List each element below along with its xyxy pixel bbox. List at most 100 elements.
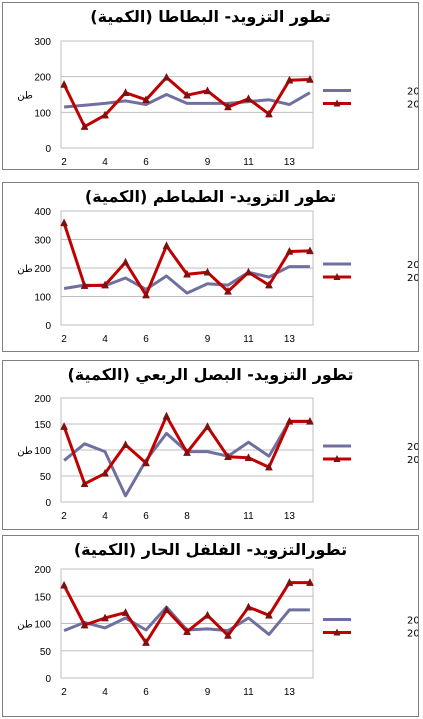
y-tick-label: 0 bbox=[45, 144, 51, 155]
data-point bbox=[142, 458, 150, 467]
x-tick-label: 4 bbox=[102, 157, 108, 168]
data-point bbox=[183, 90, 191, 99]
y-tick-label: 150 bbox=[34, 592, 51, 603]
data-point bbox=[306, 246, 314, 255]
legend-marker bbox=[333, 99, 341, 107]
data-point bbox=[162, 72, 171, 81]
data-point bbox=[183, 627, 191, 635]
data-point bbox=[183, 448, 191, 456]
data-point bbox=[101, 280, 109, 289]
chart-plot: 0 100 200 300 2 4 6 9 11 13 طن ماي 2017 ماي 2018 bbox=[17, 37, 418, 168]
x-tick-label: 6 bbox=[143, 687, 149, 698]
x-tick-label: 4 bbox=[102, 334, 108, 345]
x-tick-label: 4 bbox=[102, 511, 108, 522]
y-axis-label: طن bbox=[17, 264, 33, 275]
x-tick-label: 9 bbox=[205, 334, 211, 345]
chart-panel-onion: تطور التزويد- البصل الربعي (الكمية) 0 50 1… bbox=[2, 360, 419, 530]
y-tick-label: 400 bbox=[34, 207, 51, 218]
x-tick-label: 11 bbox=[243, 334, 254, 345]
data-point bbox=[265, 462, 273, 471]
x-tick-label: 13 bbox=[284, 157, 296, 168]
data-point bbox=[244, 453, 253, 462]
data-point bbox=[60, 218, 68, 227]
y-tick-label: 100 bbox=[34, 620, 51, 631]
data-point bbox=[60, 422, 68, 430]
legend-label-2017: ماي 2017 bbox=[407, 442, 418, 453]
x-tick-label: 2 bbox=[61, 334, 67, 345]
chart-title: تطورالتزويد- الفلفل الحار (الكمية) bbox=[73, 540, 348, 559]
x-tick-label: 11 bbox=[243, 511, 254, 522]
data-point bbox=[80, 281, 89, 289]
legend-label-2017: ماي 2017 bbox=[407, 260, 418, 271]
chart-plot: 0 50 100 150 200 2 4 6 8 11 13 طن ماي 2017 ماي 2018 bbox=[17, 394, 418, 522]
chart-title: تطور التزويد- البصل الربعي (الكمية) bbox=[67, 365, 354, 384]
data-point bbox=[60, 79, 68, 88]
series-line-2018 bbox=[62, 222, 310, 297]
legend-label-2018: ماي 2018 bbox=[407, 100, 418, 111]
data-point bbox=[306, 74, 314, 83]
data-point bbox=[162, 605, 171, 614]
y-tick-label: 50 bbox=[40, 472, 52, 483]
data-point bbox=[142, 95, 150, 104]
data-point bbox=[162, 411, 171, 420]
y-tick-label: 100 bbox=[34, 293, 51, 304]
y-tick-label: 0 bbox=[45, 321, 51, 332]
x-tick-label: 8 bbox=[184, 511, 190, 522]
y-axis-label: طن bbox=[17, 91, 33, 102]
x-tick-label: 2 bbox=[61, 511, 67, 522]
data-point bbox=[285, 416, 294, 425]
legend-label-2017: ماي 2017 bbox=[407, 87, 418, 98]
x-tick-label: 6 bbox=[143, 334, 149, 345]
data-point bbox=[244, 602, 253, 611]
data-point bbox=[162, 241, 171, 250]
data-point bbox=[224, 452, 232, 461]
chart-panel-hot-pepper: تطورالتزويد- الفلفل الحار (الكمية) 0 50 10… bbox=[2, 535, 419, 717]
x-tick-label: 2 bbox=[61, 157, 67, 168]
x-tick-label: 2 bbox=[61, 687, 67, 698]
data-point bbox=[121, 608, 130, 616]
y-tick-label: 300 bbox=[34, 37, 51, 48]
data-point bbox=[244, 94, 253, 103]
y-tick-label: 200 bbox=[34, 565, 51, 576]
data-point bbox=[265, 610, 273, 619]
chart-panel-tomato: تطور التزويد- الطماطم (الكمية) 0 100 200 30… bbox=[2, 182, 419, 352]
data-point bbox=[121, 440, 130, 449]
y-tick-label: 150 bbox=[34, 420, 51, 431]
y-tick-label: 200 bbox=[34, 73, 51, 84]
y-tick-label: 100 bbox=[34, 108, 51, 119]
data-point bbox=[285, 578, 294, 586]
x-tick-label: 13 bbox=[284, 334, 296, 345]
y-axis-label: طن bbox=[17, 446, 33, 457]
x-tick-label: 11 bbox=[243, 687, 254, 698]
data-point bbox=[121, 88, 130, 96]
legend-marker bbox=[333, 273, 341, 280]
data-point bbox=[101, 110, 109, 119]
data-point bbox=[101, 468, 109, 477]
data-point bbox=[80, 620, 89, 629]
legend-marker bbox=[333, 628, 341, 636]
y-tick-label: 50 bbox=[40, 647, 52, 658]
y-tick-label: 200 bbox=[34, 394, 51, 405]
data-point bbox=[121, 257, 130, 266]
legend-label-2018: ماي 2018 bbox=[407, 273, 418, 284]
data-point bbox=[60, 580, 68, 589]
chart-plot: 0 100 200 300 400 2 4 6 9 11 13 طن ماي 2017 ماي 2018 bbox=[17, 207, 418, 345]
data-point bbox=[80, 122, 89, 130]
data-point bbox=[183, 269, 191, 278]
y-tick-label: 100 bbox=[34, 446, 51, 457]
x-tick-label: 9 bbox=[205, 157, 211, 168]
data-point bbox=[306, 578, 314, 586]
x-tick-label: 13 bbox=[284, 511, 296, 522]
y-tick-label: 200 bbox=[34, 264, 51, 275]
data-point bbox=[285, 75, 294, 84]
x-tick-label: 4 bbox=[102, 687, 108, 698]
data-point bbox=[203, 86, 212, 95]
data-point bbox=[224, 630, 232, 639]
x-tick-label: 11 bbox=[243, 157, 254, 168]
data-point bbox=[306, 416, 314, 425]
data-point bbox=[203, 267, 212, 276]
data-point bbox=[203, 610, 212, 619]
y-tick-label: 300 bbox=[34, 236, 51, 247]
chart-panel-potato: تطور التزويد- البطاطا (الكمية) 0 100 200 30… bbox=[2, 2, 419, 170]
x-tick-label: 13 bbox=[284, 687, 296, 698]
